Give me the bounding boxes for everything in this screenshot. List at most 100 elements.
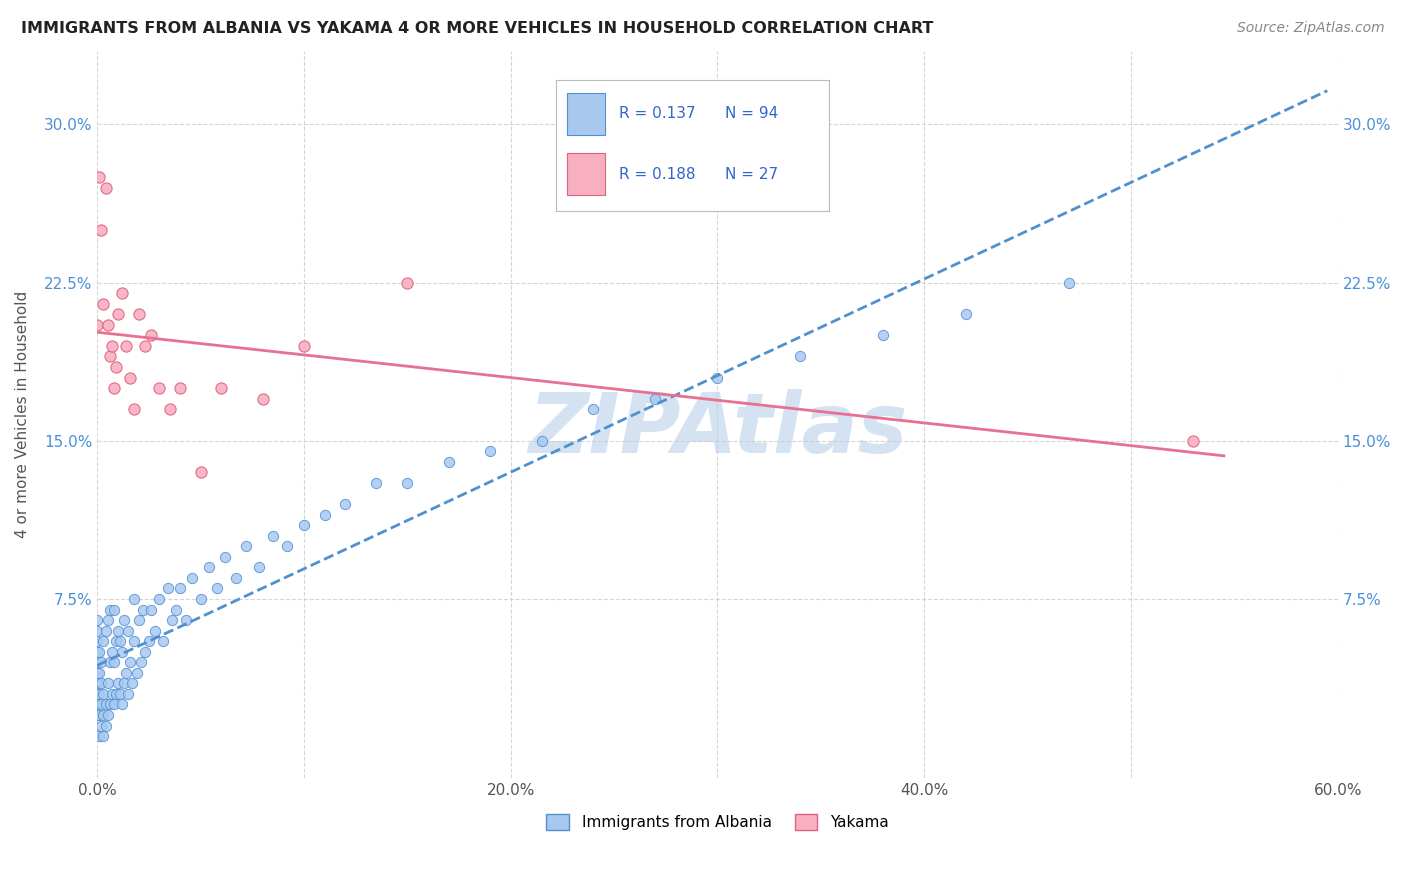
Point — [103, 698, 125, 712]
Point — [111, 698, 134, 712]
Point — [148, 591, 170, 606]
Point — [100, 687, 122, 701]
Point — [111, 286, 134, 301]
Point — [582, 402, 605, 417]
Point — [276, 539, 298, 553]
Point — [128, 613, 150, 627]
Point — [94, 698, 117, 712]
Point — [1181, 434, 1204, 448]
Point — [90, 718, 112, 732]
Point — [86, 687, 108, 701]
Point — [103, 381, 125, 395]
Point — [292, 339, 315, 353]
Point — [128, 307, 150, 321]
Point — [93, 687, 115, 701]
Point — [124, 634, 146, 648]
Point — [94, 624, 117, 638]
Point — [125, 665, 148, 680]
Point — [437, 455, 460, 469]
Point — [86, 676, 108, 690]
Point — [90, 676, 112, 690]
Point — [292, 518, 315, 533]
Point — [366, 475, 388, 490]
Point — [134, 339, 156, 353]
Point — [209, 381, 232, 395]
Point — [252, 392, 274, 406]
Point — [86, 698, 108, 712]
Point — [190, 591, 212, 606]
Y-axis label: 4 or more Vehicles in Household: 4 or more Vehicles in Household — [15, 291, 30, 538]
Point — [100, 645, 122, 659]
Point — [396, 276, 419, 290]
Point — [165, 602, 187, 616]
Point — [530, 434, 553, 448]
Point — [108, 687, 131, 701]
Point — [98, 602, 121, 616]
Point — [160, 613, 183, 627]
Point — [124, 591, 146, 606]
Point — [121, 676, 143, 690]
Point — [98, 698, 121, 712]
Legend: Immigrants from Albania, Yakama: Immigrants from Albania, Yakama — [540, 808, 894, 836]
Point — [86, 613, 108, 627]
Point — [89, 708, 111, 723]
Point — [190, 466, 212, 480]
Text: Source: ZipAtlas.com: Source: ZipAtlas.com — [1237, 21, 1385, 35]
Point — [156, 582, 179, 596]
Point — [111, 645, 134, 659]
Point — [89, 170, 111, 185]
Point — [112, 676, 135, 690]
Point — [107, 624, 129, 638]
Point — [115, 665, 138, 680]
Point — [120, 370, 142, 384]
Point — [214, 549, 236, 564]
Point — [872, 328, 894, 343]
Point — [143, 624, 166, 638]
Point — [97, 613, 120, 627]
Point — [97, 708, 120, 723]
Point — [789, 350, 811, 364]
Point — [129, 655, 152, 669]
Point — [139, 328, 162, 343]
Point — [86, 318, 108, 332]
Point — [120, 655, 142, 669]
Point — [205, 582, 228, 596]
Point — [93, 634, 115, 648]
Point — [138, 634, 160, 648]
Point — [98, 655, 121, 669]
Point — [225, 571, 247, 585]
Point — [1057, 276, 1080, 290]
Point — [955, 307, 977, 321]
Point — [112, 613, 135, 627]
Point — [235, 539, 257, 553]
Point — [93, 297, 115, 311]
Point — [98, 350, 121, 364]
Point — [117, 624, 139, 638]
Point — [169, 381, 191, 395]
Point — [335, 497, 357, 511]
Point — [262, 529, 284, 543]
Point — [107, 307, 129, 321]
Point — [148, 381, 170, 395]
Point — [174, 613, 197, 627]
Point — [107, 676, 129, 690]
Point — [117, 687, 139, 701]
Point — [100, 339, 122, 353]
Point — [90, 223, 112, 237]
Point — [132, 602, 155, 616]
Point — [124, 402, 146, 417]
Point — [94, 718, 117, 732]
Point — [644, 392, 666, 406]
Text: ZIPAtlas: ZIPAtlas — [527, 389, 907, 469]
Point — [314, 508, 336, 522]
Point — [104, 634, 127, 648]
Point — [89, 729, 111, 743]
Point — [86, 708, 108, 723]
Point — [706, 370, 728, 384]
Point — [247, 560, 270, 574]
Point — [93, 708, 115, 723]
Point — [169, 582, 191, 596]
Point — [139, 602, 162, 616]
Point — [181, 571, 204, 585]
Point — [97, 318, 120, 332]
